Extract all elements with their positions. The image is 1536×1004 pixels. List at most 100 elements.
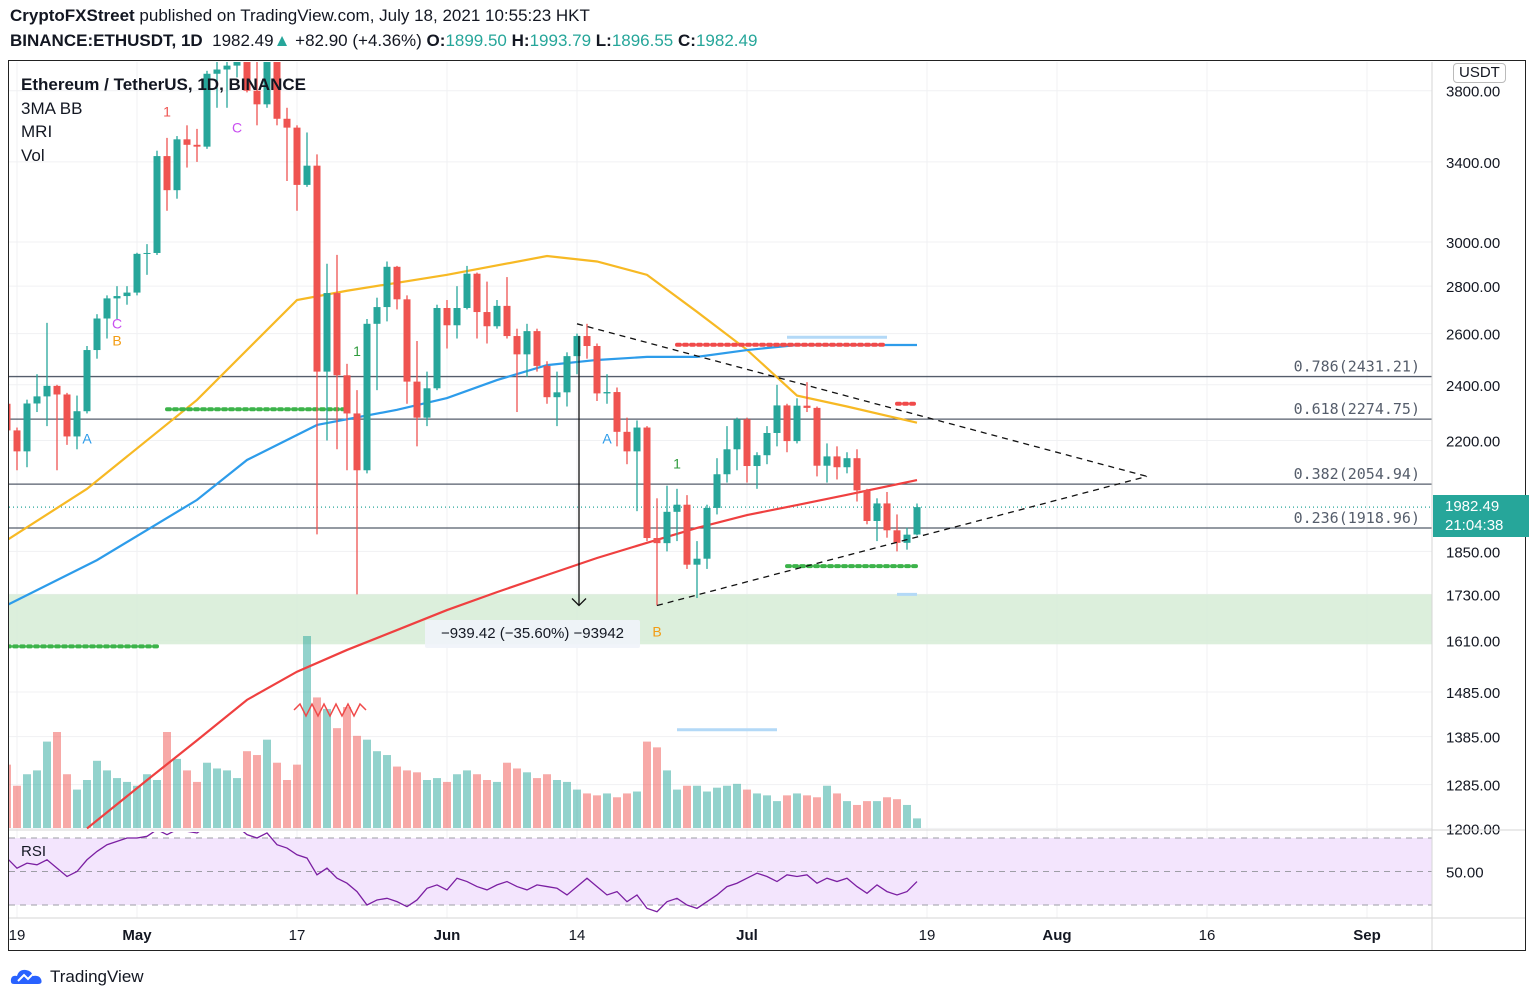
candle-body	[773, 405, 781, 433]
candle-body	[93, 318, 101, 351]
candle-body	[13, 430, 21, 452]
y-tick-label: 1285.00	[1446, 778, 1500, 795]
legend-vol[interactable]: Vol	[21, 145, 45, 165]
tradingview-cloud-icon	[10, 969, 42, 984]
candle-body	[363, 323, 371, 471]
ma-blue-line	[9, 343, 917, 606]
candle-body	[9, 403, 11, 431]
volume-bar	[83, 780, 91, 828]
legend-mri[interactable]: MRI	[21, 122, 53, 141]
volume-bar	[893, 799, 901, 828]
volume-bar	[213, 768, 221, 828]
volume-bar	[753, 793, 761, 828]
volume-bar	[803, 795, 811, 828]
tradingview-logo[interactable]: TradingView	[10, 966, 144, 988]
open-value: 1899.50	[445, 31, 507, 50]
volume-bar	[523, 772, 531, 828]
candle-body	[423, 388, 431, 418]
volume-bar	[283, 780, 291, 828]
candle-body	[533, 331, 541, 366]
volume-bar	[833, 793, 841, 828]
legend-3ma-bb[interactable]: 3MA BB	[21, 98, 83, 118]
fibonacci-levels[interactable]: 0.786(2431.21) 0.618(2274.75) 0.382(2054.9…	[9, 358, 1432, 529]
volume-bar	[203, 762, 211, 828]
x-tick-label: Jun	[434, 927, 461, 944]
volume-bar	[583, 793, 591, 828]
volume-bar	[783, 795, 791, 828]
volume-bar	[633, 791, 641, 828]
volume-bar	[693, 785, 701, 828]
legend-title: Ethereum / TetherUS, 1D, BINANCE	[21, 75, 306, 94]
volume-bar	[13, 785, 21, 828]
candle-body	[893, 530, 901, 543]
signal-marker: 1	[163, 103, 171, 119]
chart-legend: Ethereum / TetherUS, 1D, BINANCE 3MA BB …	[21, 73, 306, 167]
volume-bar	[793, 793, 801, 828]
drawings[interactable]	[571, 323, 1148, 607]
volume-bar	[253, 755, 261, 828]
author: CryptoFXStreet	[10, 6, 135, 25]
volume-bar	[423, 780, 431, 828]
publish-text: published on TradingView.com, July 18, 2…	[139, 6, 590, 25]
volume-bar	[623, 793, 631, 828]
y-tick-label: 3000.00	[1446, 235, 1500, 252]
candle-body	[763, 432, 771, 456]
y-tick-label: 2800.00	[1446, 279, 1500, 296]
candle-body	[603, 392, 611, 394]
volume-bar	[483, 780, 491, 828]
signal-marker: 1	[353, 343, 361, 359]
support-zone-rect	[9, 594, 1432, 645]
candle-body	[253, 90, 261, 105]
candle-body	[623, 431, 631, 452]
candle-body	[163, 156, 171, 191]
candle-body	[803, 405, 811, 408]
candle-body	[403, 299, 411, 382]
candle-body	[113, 296, 121, 299]
triangle-lower-line	[656, 475, 1148, 607]
volume-bar	[643, 741, 651, 828]
fib-label: 0.786(2431.21)	[1294, 358, 1420, 376]
candle-body	[463, 273, 471, 309]
candle-body	[43, 385, 51, 397]
volume-bar	[503, 762, 511, 828]
volume-bar	[843, 801, 851, 828]
candle-body	[913, 507, 921, 535]
volume-bar	[563, 781, 571, 828]
volume-bar	[573, 789, 581, 828]
y-tick-label: 1610.00	[1446, 633, 1500, 650]
volume-bar	[653, 747, 661, 828]
volume-bar	[823, 785, 831, 828]
candle-body	[553, 392, 561, 398]
candle-body	[283, 118, 291, 128]
candle-body	[273, 62, 281, 119]
signal-marker: 1	[673, 456, 681, 472]
volume-bar	[183, 770, 191, 828]
chart-frame	[8, 60, 1526, 951]
currency-button[interactable]: USDT	[1453, 63, 1506, 83]
signal-marker: A	[82, 430, 92, 446]
support-zone	[9, 594, 1432, 645]
candle-body	[393, 266, 401, 300]
volume-bar	[343, 707, 351, 828]
candle-body	[23, 403, 31, 452]
x-tick-label: 14	[569, 927, 586, 944]
ma-red-line	[86, 479, 918, 830]
candle-body	[633, 427, 641, 452]
x-tick-label: Sep	[1353, 927, 1381, 944]
candle-body	[713, 474, 721, 508]
y-tick-label: 3400.00	[1446, 155, 1500, 172]
candle-body	[323, 293, 331, 372]
candle-body	[263, 62, 271, 105]
publish-info: CryptoFXStreet published on TradingView.…	[10, 6, 590, 26]
symbol: BINANCE:ETHUSDT, 1D	[10, 31, 203, 50]
volume-bar	[473, 774, 481, 828]
volume-bar	[43, 741, 51, 828]
candle-body	[203, 73, 211, 147]
candle-body	[583, 336, 591, 347]
candle-body	[243, 62, 251, 91]
volume-bar	[333, 728, 341, 828]
candle-body	[873, 503, 881, 521]
high-value: 1993.79	[529, 31, 592, 50]
volume-bar	[683, 785, 691, 828]
